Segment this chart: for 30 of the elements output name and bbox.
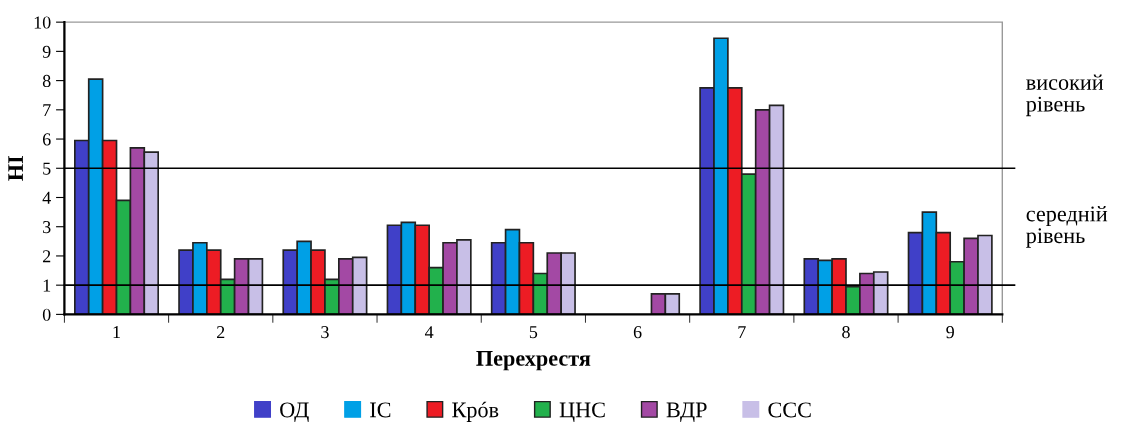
y-axis-title: НІ (8, 156, 23, 181)
x-tick-label: 3 (321, 326, 329, 339)
y-tick-label: 7 (43, 104, 51, 117)
y-tick-label: 6 (42, 133, 51, 146)
x-tick-label: 8 (842, 326, 850, 339)
x-tick-label: 9 (946, 326, 954, 339)
x-tick-label: 5 (529, 326, 538, 339)
legend-label: ІС (370, 402, 391, 418)
x-tick-label: 4 (424, 326, 434, 339)
y-tick-label: 1 (43, 279, 51, 292)
y-tick-label: 8 (42, 74, 51, 88)
x-tick-label: 7 (738, 326, 746, 339)
legend-label: ЦНС (559, 402, 605, 422)
legend-label: ССС (768, 402, 811, 418)
y-tick-label: 2 (42, 250, 51, 263)
legend-label: Крóв (452, 401, 499, 422)
y-tick-label: 3 (43, 221, 51, 234)
legend-label: ОД (280, 402, 309, 422)
y-tick-label: 9 (42, 45, 51, 58)
y-tick-label: 10 (34, 16, 51, 29)
x-tick-label: 6 (633, 326, 642, 339)
y-tick-label: 4 (42, 191, 51, 204)
ref-line-label: високий рівень (1026, 74, 1104, 117)
x-tick-label: 2 (217, 326, 225, 339)
legend-label: ВДР (666, 402, 707, 422)
y-tick-label: 0 (42, 308, 51, 321)
ref-line-label: середній рівень (1026, 206, 1108, 248)
x-axis-title: Перехрестя (476, 351, 591, 371)
y-tick-label: 5 (43, 162, 51, 175)
x-tick-label: 1 (113, 326, 120, 339)
